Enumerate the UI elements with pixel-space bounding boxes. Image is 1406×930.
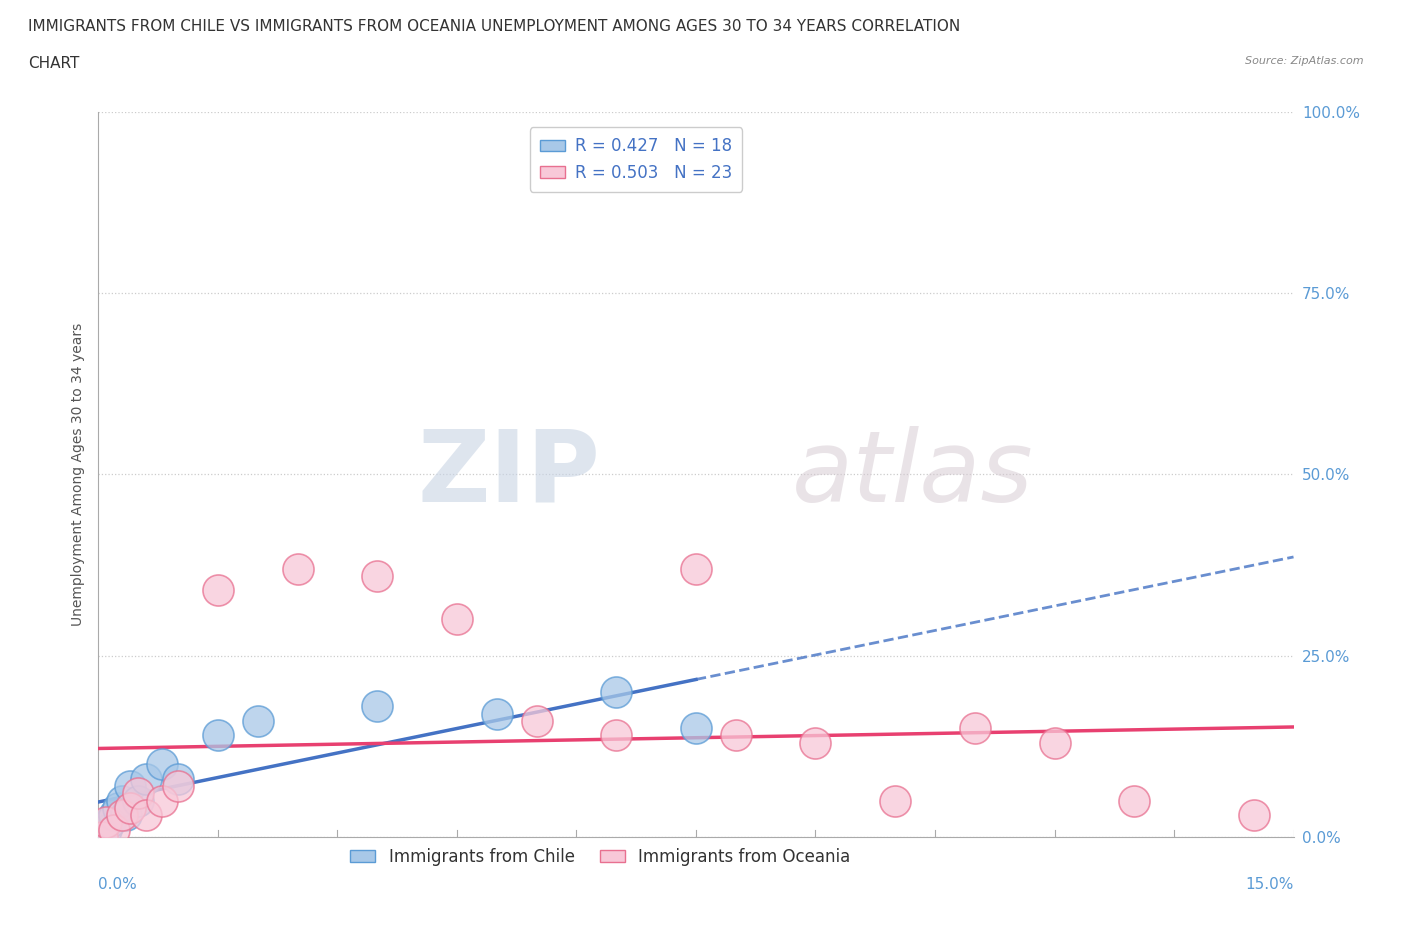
Text: atlas: atlas [792, 426, 1033, 523]
Point [91, 830, 114, 844]
Text: ZIP: ZIP [418, 426, 600, 523]
Point [446, 612, 468, 627]
Point [1123, 793, 1146, 808]
Point [111, 793, 134, 808]
Point [127, 793, 149, 808]
Point [150, 757, 173, 772]
Point [111, 808, 134, 823]
Text: 0.0%: 0.0% [98, 877, 138, 892]
Point [150, 793, 173, 808]
Point [103, 808, 125, 823]
Point [135, 772, 157, 787]
Point [96, 815, 118, 830]
Point [963, 721, 986, 736]
Point [120, 778, 142, 793]
Point [103, 822, 125, 837]
Point [207, 728, 229, 743]
Point [366, 568, 388, 583]
Y-axis label: Unemployment Among Ages 30 to 34 years: Unemployment Among Ages 30 to 34 years [70, 323, 84, 626]
Text: Source: ZipAtlas.com: Source: ZipAtlas.com [1246, 56, 1364, 66]
Point [167, 772, 190, 787]
Point [91, 830, 114, 844]
Point [98, 815, 122, 830]
Point [804, 736, 827, 751]
Point [120, 801, 142, 816]
Point [526, 713, 548, 728]
Point [96, 822, 118, 837]
Point [485, 706, 508, 721]
Point [1043, 736, 1066, 751]
Point [884, 793, 907, 808]
Point [724, 728, 747, 743]
Point [1243, 808, 1265, 823]
Point [605, 728, 627, 743]
Point [246, 713, 269, 728]
Legend: Immigrants from Chile, Immigrants from Oceania: Immigrants from Chile, Immigrants from O… [343, 841, 858, 872]
Point [127, 786, 149, 801]
Point [287, 561, 309, 576]
Point [685, 561, 707, 576]
Point [107, 801, 129, 816]
Point [605, 684, 627, 699]
Point [685, 721, 707, 736]
Point [115, 808, 138, 823]
Point [366, 699, 388, 714]
Point [207, 583, 229, 598]
Text: CHART: CHART [28, 56, 80, 71]
Text: IMMIGRANTS FROM CHILE VS IMMIGRANTS FROM OCEANIA UNEMPLOYMENT AMONG AGES 30 TO 3: IMMIGRANTS FROM CHILE VS IMMIGRANTS FROM… [28, 19, 960, 33]
Text: 15.0%: 15.0% [1246, 877, 1294, 892]
Point [167, 778, 190, 793]
Point [135, 808, 157, 823]
